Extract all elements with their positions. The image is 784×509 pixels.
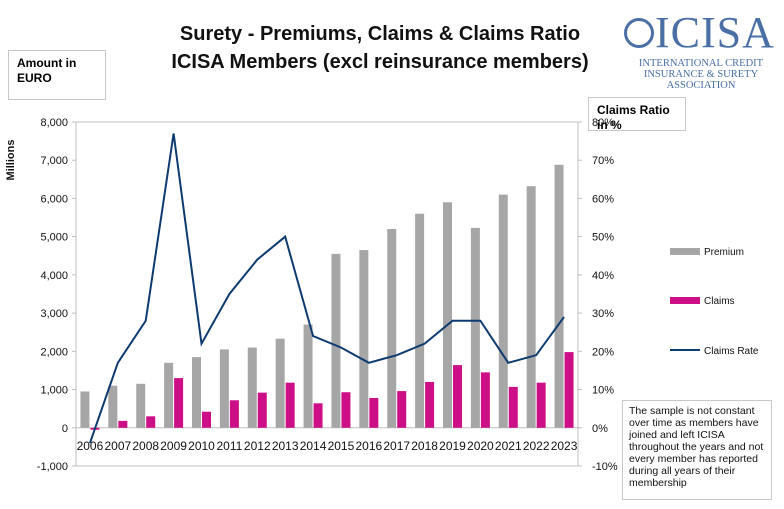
legend-label-claims-rate: Claims Rate: [704, 346, 759, 357]
claims-bar: [480, 372, 490, 428]
premium-bar: [80, 391, 90, 428]
logo-text: ICISA: [655, 8, 775, 57]
y-tick-label: 6,000: [40, 193, 68, 205]
logo-subtitle-line-2: INSURANCE & SURETY: [643, 69, 759, 80]
premium-bar: [387, 229, 397, 428]
premium-bar: [108, 385, 118, 428]
y2-tick-label: -10%: [592, 461, 618, 473]
legend-label-claims: Claims: [704, 296, 735, 307]
premium-bar: [331, 253, 341, 428]
premium-bar: [192, 357, 201, 428]
premium-bar: [303, 324, 313, 428]
premium-bar: [219, 349, 229, 428]
y2-tick-label: 30%: [592, 308, 614, 320]
y2-tick-label: 40%: [592, 270, 614, 282]
claims-bar: [313, 403, 323, 428]
logo-wordmark: ICISA: [624, 8, 775, 58]
premium-bar: [247, 347, 257, 428]
claims-bar: [369, 397, 379, 428]
claims-bar: [257, 392, 267, 428]
sample-note: The sample is not constant over time as …: [622, 400, 772, 500]
y-tick-label: 0: [62, 423, 68, 435]
legend-label-premium: Premium: [704, 247, 744, 258]
claims-bar: [397, 391, 407, 428]
premium-bar: [498, 194, 508, 428]
y-tick-label: -1,000: [37, 461, 68, 473]
left-axis-unit-box: Amount in EURO: [8, 50, 106, 100]
legend-swatch-claims: [670, 297, 700, 304]
claims-bar: [508, 386, 518, 428]
claims-bar: [146, 416, 156, 428]
premium-bar: [136, 383, 146, 428]
premium-bar: [443, 202, 452, 428]
legend-swatch-premium: [670, 248, 700, 255]
y-axis-label: Millions: [5, 140, 17, 181]
y-tick-label: 5,000: [40, 232, 68, 244]
claims-bar: [536, 382, 546, 428]
y2-tick-label: 10%: [592, 385, 614, 397]
x-tick-label: 2013: [272, 439, 299, 453]
y-tick-label: 2,000: [40, 346, 68, 358]
x-tick-label: 2009: [160, 439, 187, 453]
x-tick-label: 2020: [467, 439, 494, 453]
claims-bar: [285, 382, 295, 428]
x-tick-label: 2019: [439, 439, 466, 453]
chart-title-line-2: ICISA Members (excl reinsurance members): [171, 51, 589, 73]
x-tick-label: 2022: [523, 439, 550, 453]
x-tick-label: 2016: [355, 439, 382, 453]
y-tick-label: 4,000: [40, 270, 68, 282]
premium-bar: [415, 213, 425, 428]
y2-tick-label: 60%: [592, 193, 614, 205]
premium-bar: [275, 338, 285, 428]
premium-bar: [554, 164, 564, 428]
y2-tick-label: 20%: [592, 346, 614, 358]
y-tick-label: 8,000: [40, 117, 68, 129]
claims-bar: [341, 392, 351, 428]
icisa-logo: ICISA INTERNATIONAL CREDIT INSURANCE & S…: [618, 8, 784, 92]
y2-tick-label: 50%: [592, 232, 614, 244]
claims-bar: [453, 365, 462, 428]
y-tick-label: 7,000: [40, 155, 68, 167]
claims-bar: [202, 411, 211, 428]
logo-circle-icon: [624, 18, 654, 48]
logo-subtitle-line-1: INTERNATIONAL CREDIT: [638, 58, 764, 69]
x-tick-label: 2011: [216, 439, 242, 453]
y-tick-label: 3,000: [40, 308, 68, 320]
logo-subtitle-line-3: ASSOCIATION: [666, 80, 736, 91]
x-tick-label: 2018: [411, 439, 438, 453]
claims-bar: [564, 352, 574, 428]
x-tick-label: 2007: [104, 439, 131, 453]
x-tick-label: 2014: [300, 439, 327, 453]
logo-subtitle: INTERNATIONAL CREDIT INSURANCE & SURETY …: [618, 58, 784, 91]
x-tick-label: 2021: [495, 439, 522, 453]
chart-title: Surety - Premiums, Claims & Claims Ratio…: [150, 20, 610, 76]
x-tick-label: 2010: [188, 439, 215, 453]
right-axis-unit-box: Claims Ratio in %: [588, 97, 686, 132]
plot-area: [75, 121, 579, 467]
claims-bar: [425, 381, 435, 428]
x-tick-label: 2015: [328, 439, 355, 453]
y2-tick-label: 80%: [592, 117, 614, 129]
x-tick-label: 2017: [383, 439, 410, 453]
y2-tick-label: 0%: [592, 423, 608, 435]
premium-bar: [470, 227, 480, 428]
premium-bar: [164, 362, 174, 428]
y2-tick-label: 70%: [592, 155, 614, 167]
y-tick-label: 1,000: [40, 385, 68, 397]
chart-title-line-1: Surety - Premiums, Claims & Claims Ratio: [179, 23, 581, 45]
x-tick-label: 2012: [244, 439, 271, 453]
x-tick-label: 2008: [132, 439, 159, 453]
claims-bar: [174, 378, 184, 428]
premium-bar: [526, 186, 536, 428]
claims-bar: [229, 400, 239, 428]
x-tick-label: 2023: [551, 439, 578, 453]
premium-bar: [359, 250, 369, 428]
x-tick-label: 2006: [77, 439, 104, 453]
claims-bar: [118, 420, 128, 428]
claims-rate-line: [88, 133, 565, 444]
